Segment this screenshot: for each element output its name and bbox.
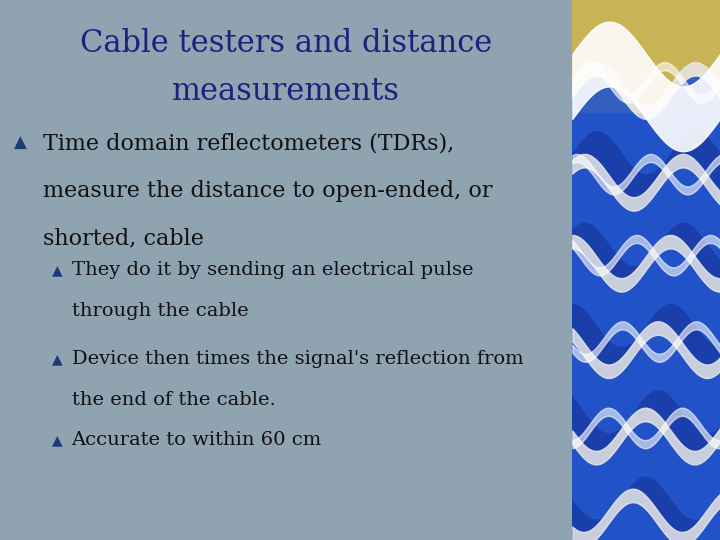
Text: measurements: measurements	[172, 76, 400, 107]
Bar	[572, 0, 720, 227]
Bar	[572, 113, 720, 540]
Text: through the cable: through the cable	[71, 301, 248, 320]
Text: Accurate to within 60 cm: Accurate to within 60 cm	[71, 431, 322, 449]
Text: measure the distance to open-ended, or: measure the distance to open-ended, or	[43, 180, 492, 201]
Text: shorted, cable: shorted, cable	[43, 227, 204, 249]
Text: Time domain reflectometers (TDRs),: Time domain reflectometers (TDRs),	[43, 132, 454, 154]
Text: ▲: ▲	[52, 433, 62, 447]
Text: Cable testers and distance: Cable testers and distance	[80, 28, 492, 59]
Bar	[572, 113, 720, 227]
Text: the end of the cable.: the end of the cable.	[71, 390, 275, 409]
Text: Device then times the signal's reflection from: Device then times the signal's reflectio…	[71, 350, 523, 368]
Text: ▲: ▲	[52, 263, 62, 277]
Text: ▲: ▲	[52, 352, 62, 366]
Text: They do it by sending an electrical pulse: They do it by sending an electrical puls…	[71, 261, 473, 279]
Text: ▲: ▲	[14, 134, 27, 152]
